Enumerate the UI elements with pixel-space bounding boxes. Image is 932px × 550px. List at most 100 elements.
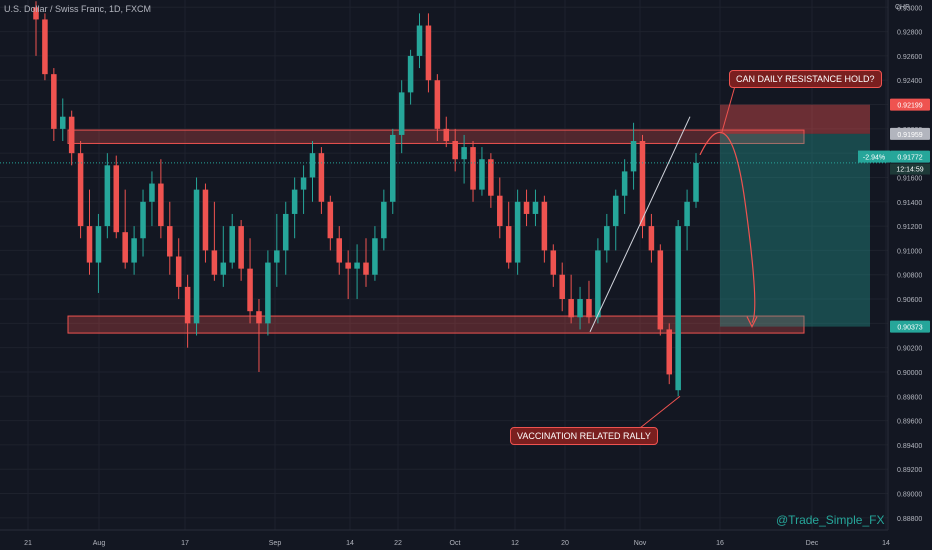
candle-body	[416, 25, 423, 56]
x-tick-label: Aug	[93, 540, 106, 547]
support-zone	[67, 315, 805, 334]
y-tick-label: 0.91000	[897, 248, 922, 255]
y-tick-label: 0.91200	[897, 224, 922, 231]
candle-body	[639, 141, 646, 227]
candle-body	[657, 250, 664, 330]
x-tick-label: 17	[181, 540, 189, 547]
y-tick-label: 0.92400	[897, 78, 922, 85]
resistance-callout-pointer	[721, 85, 736, 132]
y-tick-label: 0.89800	[897, 394, 922, 401]
currency-label: CHF	[895, 4, 910, 11]
candle-body	[541, 201, 548, 251]
projection-arrow	[699, 131, 756, 323]
y-tick-label: 0.93000	[897, 5, 922, 12]
candle-body	[675, 226, 681, 391]
price-tag	[890, 98, 930, 111]
candle-body	[327, 201, 334, 239]
candle-body	[59, 116, 66, 129]
candle-body	[363, 262, 369, 275]
y-tick-label: 0.90600	[897, 297, 922, 304]
candle-body	[131, 238, 137, 263]
candle-body	[532, 201, 539, 214]
candle-body	[693, 162, 699, 202]
candle-body	[648, 226, 655, 251]
rally-note-callout[interactable]: VACCINATION RELATED RALLY	[510, 427, 658, 445]
candle-body	[389, 134, 396, 202]
y-tick-label: 0.89400	[897, 443, 922, 450]
x-tick-label: 21	[24, 540, 32, 547]
candle-body	[95, 226, 102, 263]
candle-body	[220, 262, 227, 275]
x-tick-label: 14	[346, 540, 354, 547]
y-tick-label: 0.89200	[897, 467, 922, 474]
y-tick-label: 0.90200	[897, 346, 922, 353]
candle-body	[621, 171, 628, 196]
candle-body	[77, 153, 84, 227]
candle-body	[381, 201, 387, 239]
candle-body	[300, 177, 307, 190]
candle-body	[202, 189, 209, 251]
candle-body	[265, 262, 271, 324]
x-tick-label: Sep	[269, 540, 282, 547]
watermark: @Trade_Simple_FX	[776, 513, 885, 527]
candle-body	[612, 195, 619, 227]
y-tick-label: 0.89000	[897, 492, 922, 499]
countdown-tag-text: 12:14:59	[896, 167, 923, 174]
stop-loss-area	[720, 104, 870, 134]
candle-body	[104, 165, 111, 227]
y-tick-label: 0.89600	[897, 419, 922, 426]
candle-body	[211, 250, 218, 275]
candle-body	[559, 274, 565, 300]
candle-body	[425, 25, 432, 81]
candle-body	[167, 226, 173, 257]
candle-body	[452, 141, 458, 160]
y-tick-label: 0.91400	[897, 200, 922, 207]
candle-body	[398, 92, 405, 135]
y-tick-label: 0.90800	[897, 273, 922, 280]
y-tick-label: 0.91600	[897, 175, 922, 182]
candle-body	[470, 147, 476, 190]
trendline	[589, 116, 691, 333]
candle-body	[229, 226, 235, 263]
resistance-zone	[67, 129, 805, 144]
candle-body	[282, 213, 289, 251]
price-tag	[890, 320, 930, 333]
candle-body	[479, 159, 485, 190]
candle-body	[247, 268, 253, 312]
candle-body	[149, 183, 155, 202]
candle-body	[274, 250, 280, 263]
candle-body	[158, 183, 164, 227]
candle-body	[175, 256, 182, 287]
candle-body	[577, 299, 583, 318]
candle-body	[51, 74, 57, 129]
price-tag-text: 0.92199	[897, 103, 922, 110]
x-tick-label: 16	[716, 540, 724, 547]
change-tag-text: -2.94%	[863, 155, 885, 162]
candle-body	[33, 7, 39, 20]
candle-body	[193, 189, 200, 324]
rally-callout-pointer	[639, 395, 681, 429]
candle-body	[86, 226, 93, 263]
candle-body	[291, 189, 298, 214]
candle-body	[443, 128, 450, 142]
countdown-tag	[890, 163, 930, 175]
candle-body	[238, 226, 244, 269]
candle-body	[256, 311, 262, 324]
y-tick-label: 0.92600	[897, 54, 922, 61]
candle-body	[113, 165, 120, 233]
price-tag-text: 0.90373	[897, 325, 922, 332]
x-tick-label: Oct	[450, 540, 461, 547]
x-tick-label: Dec	[806, 540, 819, 547]
candle-body	[461, 147, 467, 160]
resistance-question-callout[interactable]: CAN DAILY RESISTANCE HOLD?	[729, 70, 882, 88]
candle-body	[140, 201, 146, 239]
y-tick-label: 0.90000	[897, 370, 922, 377]
x-tick-label: 22	[394, 540, 402, 547]
price-tag-text: 0.91772	[897, 155, 922, 162]
change-tag	[858, 150, 890, 163]
candle-body	[514, 201, 521, 263]
candle-body	[595, 250, 601, 318]
price-tag	[890, 150, 930, 163]
candle-body	[184, 286, 191, 324]
